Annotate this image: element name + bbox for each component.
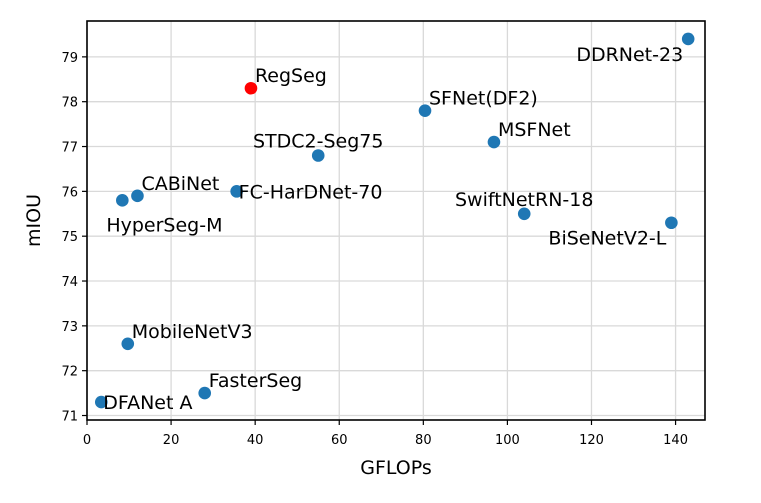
point-label: MobileNetV3 bbox=[132, 321, 253, 343]
point-label: MSFNet bbox=[498, 119, 571, 141]
point-label: HyperSeg-M bbox=[106, 214, 222, 236]
grid bbox=[86, 21, 705, 420]
point-label: DDRNet-23 bbox=[576, 44, 683, 66]
x-tick-label: 100 bbox=[495, 433, 520, 448]
y-axis-ticks: 71 72 73 74 75 76 77 78 79 bbox=[61, 51, 87, 425]
data-point bbox=[116, 194, 129, 207]
y-tick-label: 76 bbox=[61, 185, 78, 200]
x-tick-label: 120 bbox=[579, 433, 604, 448]
x-tick-label: 140 bbox=[663, 433, 688, 448]
point-labels: DDRNet-23 RegSeg SFNet(DF2) MSFNet STDC2-Seg… bbox=[103, 44, 683, 414]
data-point bbox=[311, 149, 325, 162]
point-label: STDC2-Seg75 bbox=[253, 130, 384, 152]
data-point bbox=[681, 32, 695, 46]
y-tick-label: 73 bbox=[61, 320, 78, 335]
y-tick-label: 72 bbox=[61, 365, 78, 380]
point-label: DFANet A bbox=[103, 392, 192, 414]
y-tick-label: 75 bbox=[61, 230, 78, 245]
x-tick-label: 0 bbox=[83, 433, 91, 448]
data-point bbox=[418, 104, 432, 117]
data-points bbox=[94, 32, 695, 409]
x-tick-label: 40 bbox=[247, 433, 264, 448]
data-point bbox=[244, 81, 258, 95]
point-label: RegSeg bbox=[255, 65, 327, 87]
y-tick-label: 79 bbox=[61, 51, 78, 66]
data-point bbox=[230, 185, 243, 198]
y-tick-label: 78 bbox=[61, 96, 78, 111]
point-label: BiSeNetV2-L bbox=[548, 228, 666, 250]
point-label: SwiftNetRN-18 bbox=[455, 189, 593, 211]
x-tick-label: 80 bbox=[415, 433, 432, 448]
y-tick-label: 77 bbox=[61, 141, 78, 156]
y-tick-label: 71 bbox=[61, 410, 78, 425]
point-label: FC-HarDNet-70 bbox=[239, 181, 383, 203]
point-label: SFNet(DF2) bbox=[429, 88, 538, 110]
point-label: CABiNet bbox=[141, 173, 219, 195]
y-tick-label: 74 bbox=[61, 275, 78, 290]
y-axis-label: mIOU bbox=[23, 194, 45, 247]
data-point bbox=[121, 337, 135, 351]
data-point bbox=[517, 207, 531, 221]
data-point bbox=[487, 135, 501, 149]
data-point bbox=[94, 395, 108, 409]
x-tick-label: 60 bbox=[331, 433, 348, 448]
point-label: FasterSeg bbox=[209, 370, 303, 392]
data-point bbox=[131, 189, 144, 203]
x-axis-label: GFLOPs bbox=[360, 457, 432, 479]
data-point bbox=[665, 216, 678, 230]
x-tick-label: 20 bbox=[163, 433, 180, 448]
plot-frame bbox=[86, 20, 706, 421]
x-axis-ticks: 0 20 40 60 80 100 120 140 bbox=[83, 420, 688, 448]
data-point bbox=[198, 386, 212, 400]
